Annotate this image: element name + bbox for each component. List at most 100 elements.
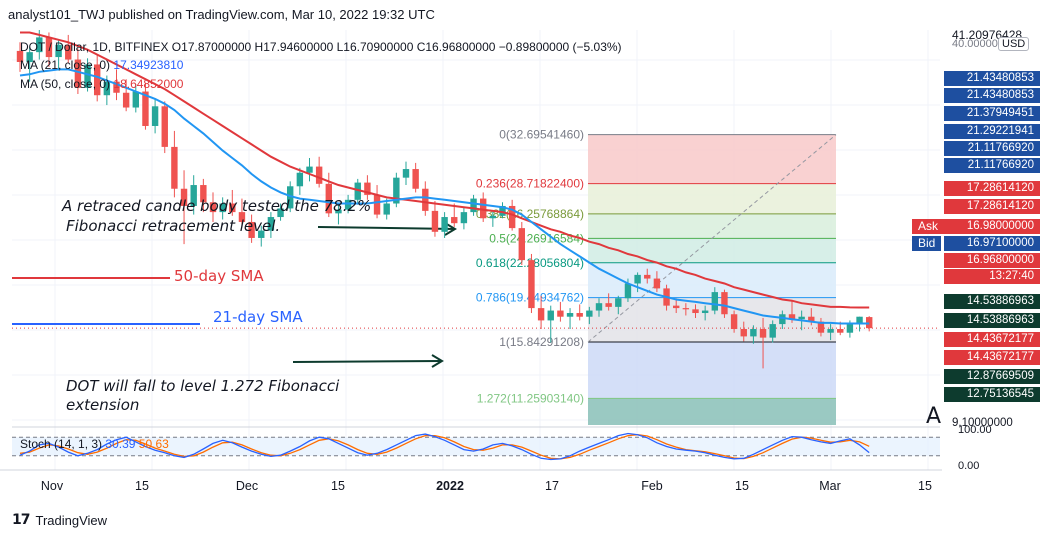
candle-body [576,313,583,317]
candle-body [364,182,371,195]
ma50-value: 18.64852000 [113,77,184,91]
candle-body [759,329,767,338]
price-label-box: 14.53886963 [944,313,1040,328]
extension-arrow [292,360,443,363]
candle-body [615,298,622,307]
drawing-anchor-icon[interactable]: A [926,404,942,429]
candle-body [171,146,178,189]
candle-body [315,166,323,184]
price-label-box: 21.43480853 [944,71,1040,86]
candle-body [142,91,149,126]
price-axis[interactable]: 41.20976428 40.00000000 USD 21.43480853 2… [942,0,1052,472]
candle-body [499,205,506,216]
price-label-box: 16.98000000 [944,219,1040,234]
candle-body [190,185,197,206]
candle-body [779,314,786,325]
ma21-legend[interactable]: MA (21, close, 0) 17.34923810 [20,58,183,72]
candle-body [431,210,439,232]
price-label-box: 21.11766920 [944,141,1040,156]
candle-body [701,310,709,314]
ma50-label: MA (50, close, 0) [20,77,111,91]
ma50-legend[interactable]: MA (50, close, 0) 18.64852000 [20,77,183,91]
candle-body [605,303,612,307]
candle-body [788,314,796,320]
price-label-box: 17.28614120 [944,199,1040,214]
candle-body [798,316,805,320]
candle-body [528,260,535,309]
price-label-box: 14.43672177 [944,350,1040,365]
stoch-axis-top: 100.00 [958,424,992,436]
candle-body [26,52,33,62]
candle-body [354,182,361,200]
candle-body [837,329,844,333]
candle-body [682,308,690,310]
candle-body [489,215,497,219]
candle-body [730,314,738,330]
stoch-k-line [19,432,870,461]
retrace-annotation-line1: A retraced candle body tested the 78.2% [62,197,372,215]
candle-body [94,64,101,96]
x-axis-label: 15 [331,479,345,493]
fib-trend-line [587,134,837,343]
candle-body [480,198,487,219]
candle-body [644,274,651,279]
fib-band [588,238,836,263]
price-label-box: 21.43480853 [944,88,1040,103]
fib-level-label: 0(32.69541460) [499,128,584,142]
candle-body [180,188,188,206]
candle-body [441,217,448,232]
tradingview-logo-text: TradingView [35,512,108,528]
ma50-line [20,31,870,309]
price-label-box: 21.37949451 [944,106,1040,121]
stoch-band [12,437,940,456]
fib-extension-band [588,398,836,425]
fib-level-label: 0.236(28.71822400) [476,177,584,191]
candle-body [219,203,226,213]
candle-body [36,37,43,53]
candle-body [122,92,130,108]
price-label-box: 12.87669509 [944,369,1040,384]
x-axis-label: 15 [735,479,749,493]
candle-body [557,310,564,317]
candle-body [808,316,815,322]
candle-body [422,188,429,211]
candle-body [537,308,545,321]
candle-body [277,208,284,218]
x-axis-label: 15 [135,479,149,493]
x-axis-label: 2022 [436,479,464,493]
extension-arrow-head [431,354,444,368]
candle-body [470,198,477,213]
currency-button[interactable]: USD [998,37,1030,51]
candle-body [460,212,468,224]
candle-body [16,50,24,62]
candle-body [200,185,207,203]
candle-body [518,228,525,261]
price-label-box: 16.96800000 [944,253,1040,268]
footer[interactable]: 17 TradingView [12,512,107,528]
candle-body [595,303,603,311]
candle-body [113,81,120,93]
publish-info: analyst101_TWJ published on TradingView.… [8,7,435,22]
fib-level-label: 0.382(26.25768864) [476,207,584,221]
candle-body [508,205,516,229]
candle-body [634,274,641,284]
price-label-box: 14.43672177 [944,332,1040,347]
stoch-d-value: 50.63 [138,437,169,451]
candle-body [103,81,111,96]
candle-body [393,177,400,204]
candle-body [673,305,680,309]
candle-body [74,59,82,88]
candle-body [383,203,390,215]
stoch-legend[interactable]: Stoch (14, 1, 3) 30.39 50.63 [20,437,169,451]
fib-band [588,183,836,214]
price-label-box: 21.29221941 [944,124,1040,139]
candle-body [306,166,313,173]
candle-body [750,329,757,337]
fib-level-label: 0.5(24.26916584) [489,231,584,245]
main-chart[interactable]: 0(32.69541460) 0.236(28.71822400) 0.382(26… [0,0,942,500]
candle-body [740,329,747,337]
candle-body [451,217,458,224]
price-label-box: 16.97100000 [944,236,1040,251]
tradingview-logo-icon: 17 [12,512,31,528]
price-label-box: 13:27:40 [944,269,1040,284]
